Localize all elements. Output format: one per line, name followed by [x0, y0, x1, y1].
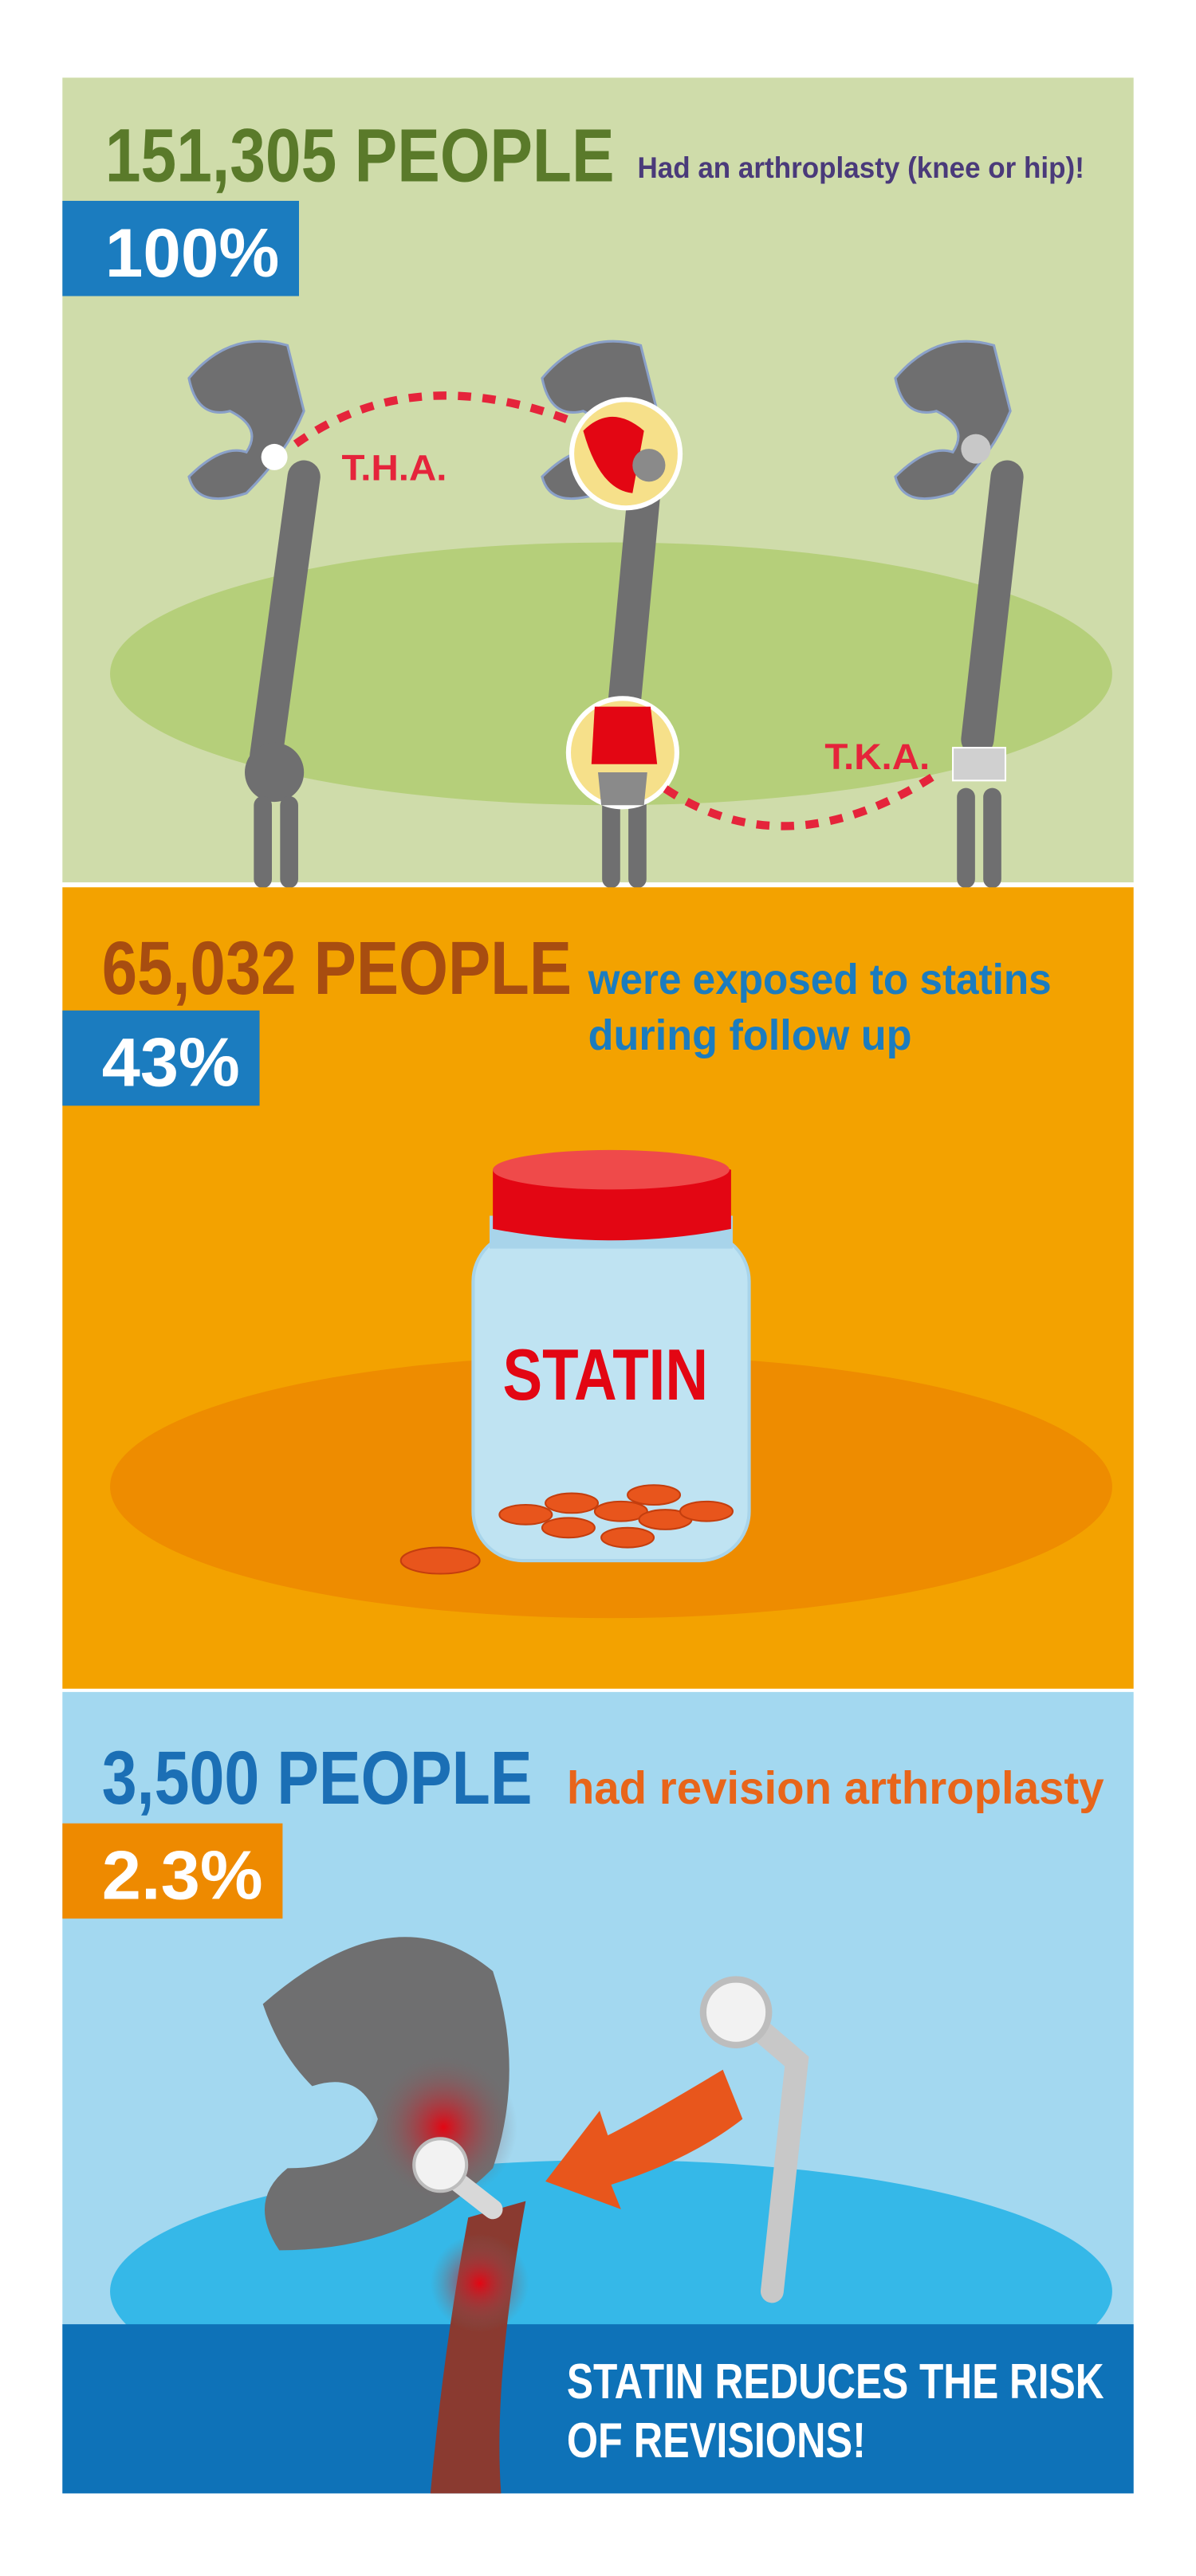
count: 65,032 PEOPLE — [102, 926, 572, 1011]
panel-revision: 3,500 PEOPLE had revision arthroplasty 2… — [62, 1691, 1134, 2494]
description: had revision arthroplasty — [567, 1763, 1104, 1814]
panel-statins: 65,032 PEOPLE were exposed to statins du… — [62, 887, 1134, 1689]
count: 3,500 PEOPLE — [102, 1736, 533, 1820]
percent: 43% — [102, 1025, 240, 1101]
description: Had an arthroplasty (knee or hip)! — [637, 151, 1084, 184]
panel-arthroplasty: 151,305 PEOPLE Had an arthroplasty (knee… — [62, 77, 1134, 889]
count: 151,305 PEOPLE — [105, 113, 615, 198]
percent: 100% — [105, 215, 279, 292]
description: during follow up — [588, 1012, 912, 1059]
percent: 2.3% — [102, 1837, 263, 1914]
conclusion: STATIN REDUCES THE RISK — [567, 2354, 1104, 2409]
conclusion: OF REVISIONS! — [567, 2413, 866, 2468]
description: were exposed to statins — [588, 956, 1052, 1003]
label-hip: T.H.A. — [342, 447, 447, 488]
jar-label: STATIN — [502, 1335, 708, 1416]
label-knee: T.K.A. — [824, 736, 930, 777]
